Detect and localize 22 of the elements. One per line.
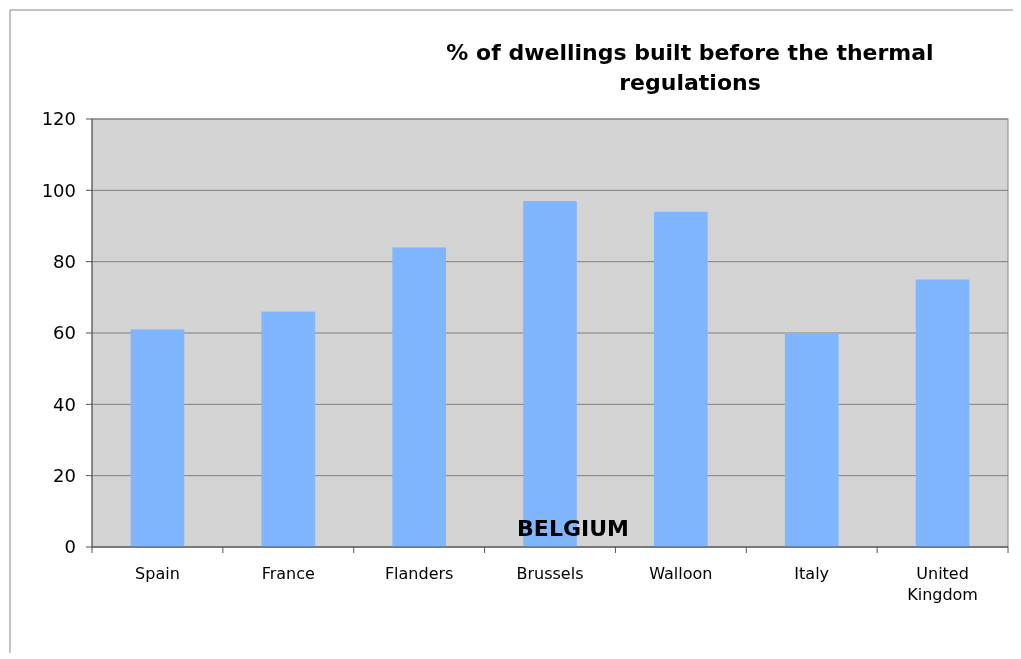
- x-tick-label: Brussels: [516, 564, 584, 583]
- bar: [784, 333, 839, 547]
- y-tick-label: 0: [64, 536, 76, 558]
- y-tick-label: 20: [53, 464, 76, 486]
- y-tick-label: 80: [53, 250, 76, 272]
- y-tick-label: 120: [41, 108, 76, 130]
- y-tick-label: 40: [53, 393, 76, 415]
- bar: [915, 279, 970, 547]
- x-tick-label: Flanders: [384, 564, 454, 583]
- x-tick-label: France: [261, 564, 315, 583]
- x-tick-label: Spain: [135, 564, 180, 583]
- bar: [392, 247, 446, 547]
- x-tick-label: Italy: [794, 564, 830, 583]
- bar: [654, 211, 708, 547]
- annotation: BELGIUM: [517, 516, 629, 541]
- bar: [130, 329, 185, 547]
- y-tick-label: 60: [53, 322, 76, 344]
- bar: [261, 311, 316, 547]
- x-tick-label: United Kingdom: [907, 564, 978, 604]
- chart-title: % of dwellings built before the thermal regulations: [446, 40, 934, 95]
- y-tick-label: 100: [41, 179, 76, 201]
- x-tick-label: Walloon: [649, 564, 713, 583]
